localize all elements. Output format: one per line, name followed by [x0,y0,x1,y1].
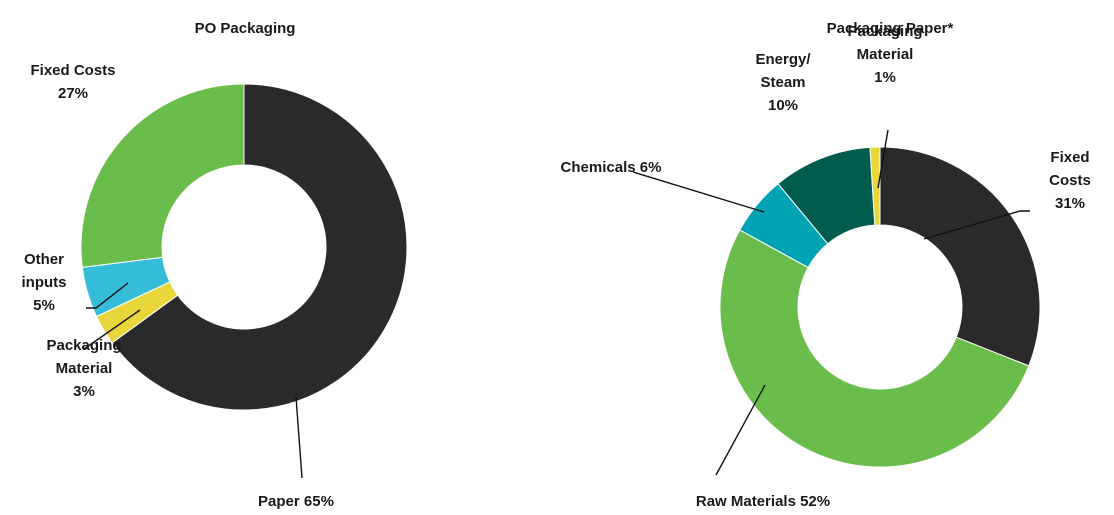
slice-labels-packaging-paper: Fixed Costs 31% Raw Materials 52% Chemicals … [561,23,1091,510]
donut-packaging-paper [719,146,1041,468]
slice-label-line: Energy/ [755,51,811,68]
slice-fixed-costs [879,146,1041,367]
leader-line-fixed-costs [923,210,1030,240]
chart-title-packaging-paper: Packaging Paper* [827,20,954,37]
slice-label-line: 1% [874,69,896,86]
slice-label-line: Other [24,251,64,268]
slice-label-fixed-costs: Fixed Costs 31% [1049,149,1091,212]
slice-label-chemicals: Chemicals 6% [561,159,662,176]
leader-line-chemicals [632,171,765,213]
slice-label-line: Fixed [1050,149,1089,166]
slice-label-line: 5% [33,297,55,314]
leader-line-packaging-material [83,309,141,350]
slice-label-line: Packaging [847,23,922,40]
slice-label-packaging-material: Packaging Material 3% [46,337,121,400]
slice-label-energy-steam: Energy/Steam 10% [755,51,811,114]
slice-labels-po-packaging: Paper 65% Packaging Material 3% Other inputs 5… [22,62,334,510]
slice-raw-materials [719,229,1030,468]
slice-label-line: 10% [768,97,798,114]
slice-label-line: Paper 65% [258,493,334,510]
slice-label-line: inputs [22,274,67,291]
slice-label-fixed-costs: Fixed Costs 27% [30,62,115,102]
slice-packaging-material [869,146,881,226]
slice-label-line: Packaging [46,337,121,354]
slice-label-line: 31% [1055,195,1085,212]
leader-line-paper [295,396,303,479]
slice-label-line: 3% [73,383,95,400]
slice-label-raw-materials: Raw Materials 52% [696,493,830,510]
slice-label-line: Raw Materials 52% [696,493,830,510]
leader-line-other-inputs [86,282,129,309]
slice-label-line: Material [56,360,113,377]
slice-label-other-inputs: Other inputs 5% [22,251,67,314]
slice-label-line: Costs [1049,172,1091,189]
leader-lines-packaging-paper [632,129,1030,476]
leader-line-raw-materials [715,384,766,476]
slice-paper [111,83,408,411]
slice-label-line: 27% [58,85,88,102]
slice-fixed-costs [80,83,245,268]
slice-label-line: Steam [760,74,805,91]
slice-label-line: Fixed Costs [30,62,115,79]
slice-label-line: Material [857,46,914,63]
leader-lines-po-packaging [83,282,303,479]
chart-po-packaging: PO Packaging Paper 65% Packaging Material 3… [22,20,408,510]
slice-label-paper: Paper 65% [258,493,334,510]
leader-line-packaging-material [877,129,889,189]
chart-title-po-packaging: PO Packaging [195,20,296,37]
slice-label-packaging-material: Packaging Material 1% [847,23,922,86]
donut-po-packaging [80,83,408,411]
slice-label-line: Chemicals 6% [561,159,662,176]
chart-packaging-paper: Packaging Paper* Fixed Costs 31% Raw Materi… [561,20,1091,510]
